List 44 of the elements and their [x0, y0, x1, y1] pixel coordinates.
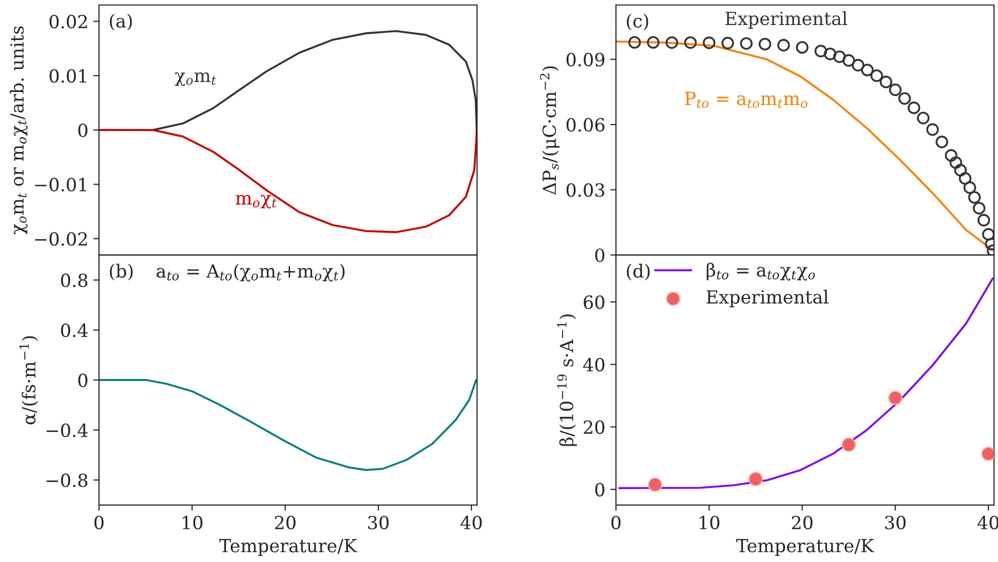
- x-tick-label: 30: [885, 516, 906, 530]
- x-tick-label: 20: [792, 516, 812, 530]
- text: a$_{to}$ = A$_{to}$(χ$_{o}$m$_{t}$+m$_{o}$χ$_{t}$): [156, 264, 345, 282]
- text: χ$_{o}$m$_{t}$ or m$_{o}$χ$_{t}$/arb. units: [10, 26, 28, 234]
- y-tick-label: 0.02: [50, 14, 87, 28]
- y-tick-label: 60: [584, 295, 604, 310]
- series-label: Experimental: [725, 11, 848, 29]
- y-axis-title: ΔP$_{s}$/(μC·cm$^{−2}$): [540, 66, 560, 194]
- y-tick-label: 0.03: [566, 183, 604, 197]
- y-tick-label: 40: [583, 358, 604, 372]
- y-tick-label: 0.4: [61, 323, 88, 338]
- y-tick-label: 0.01: [50, 69, 86, 83]
- x-tick-label: 0: [611, 516, 621, 530]
- y-tick-label: −0.4: [46, 423, 88, 438]
- x-tick-label: 30: [368, 516, 389, 530]
- y-tick-label: 0: [595, 482, 604, 497]
- x-tick-label: 10: [182, 516, 202, 530]
- x-tick-label: 0: [94, 516, 104, 530]
- annotation: (c): [626, 14, 648, 30]
- annotation: (d): [626, 264, 650, 280]
- annotation: (b): [110, 264, 133, 280]
- legend-label: Experimental: [706, 290, 828, 308]
- y-tick-label: 0.09: [566, 52, 604, 66]
- x-tick-label: 20: [274, 516, 296, 530]
- x-axis-title: Temperature/K: [219, 539, 358, 556]
- x-tick-label: 40: [460, 516, 482, 530]
- y-tick-label: −0.01: [35, 178, 86, 192]
- x-tick-label: 10: [700, 516, 720, 530]
- series-label: m$_{o}$χ$_{t}$: [236, 194, 277, 208]
- y-tick-label: 20: [584, 420, 604, 434]
- annotation: (a): [110, 14, 132, 30]
- series-label: χ$_{o}$m$_{t}$: [174, 72, 216, 86]
- y-tick-label: 0: [595, 248, 604, 262]
- y-tick-label: 0: [78, 373, 88, 388]
- y-tick-label: −0.8: [46, 473, 88, 488]
- y-tick-label: 0.06: [566, 118, 604, 132]
- y-tick-label: −0.02: [35, 232, 87, 246]
- y-axis-title: α/(fs·m$^{−1}$): [19, 336, 38, 424]
- y-tick-label: 0.8: [61, 273, 88, 288]
- x-axis-title: Temperature/K: [736, 539, 874, 556]
- y-axis-title: β/(10$^{−19}$ s·A$^{−1}$): [557, 314, 577, 446]
- series-label: P$_{to}$ = a$_{to}$m$_{t}$m$_{o}$: [685, 92, 808, 108]
- y-tick-label: 0: [78, 123, 88, 138]
- legend-label: β$_{to}$ = a$_{to}$χ$_{t}$χ$_{o}$: [706, 262, 815, 280]
